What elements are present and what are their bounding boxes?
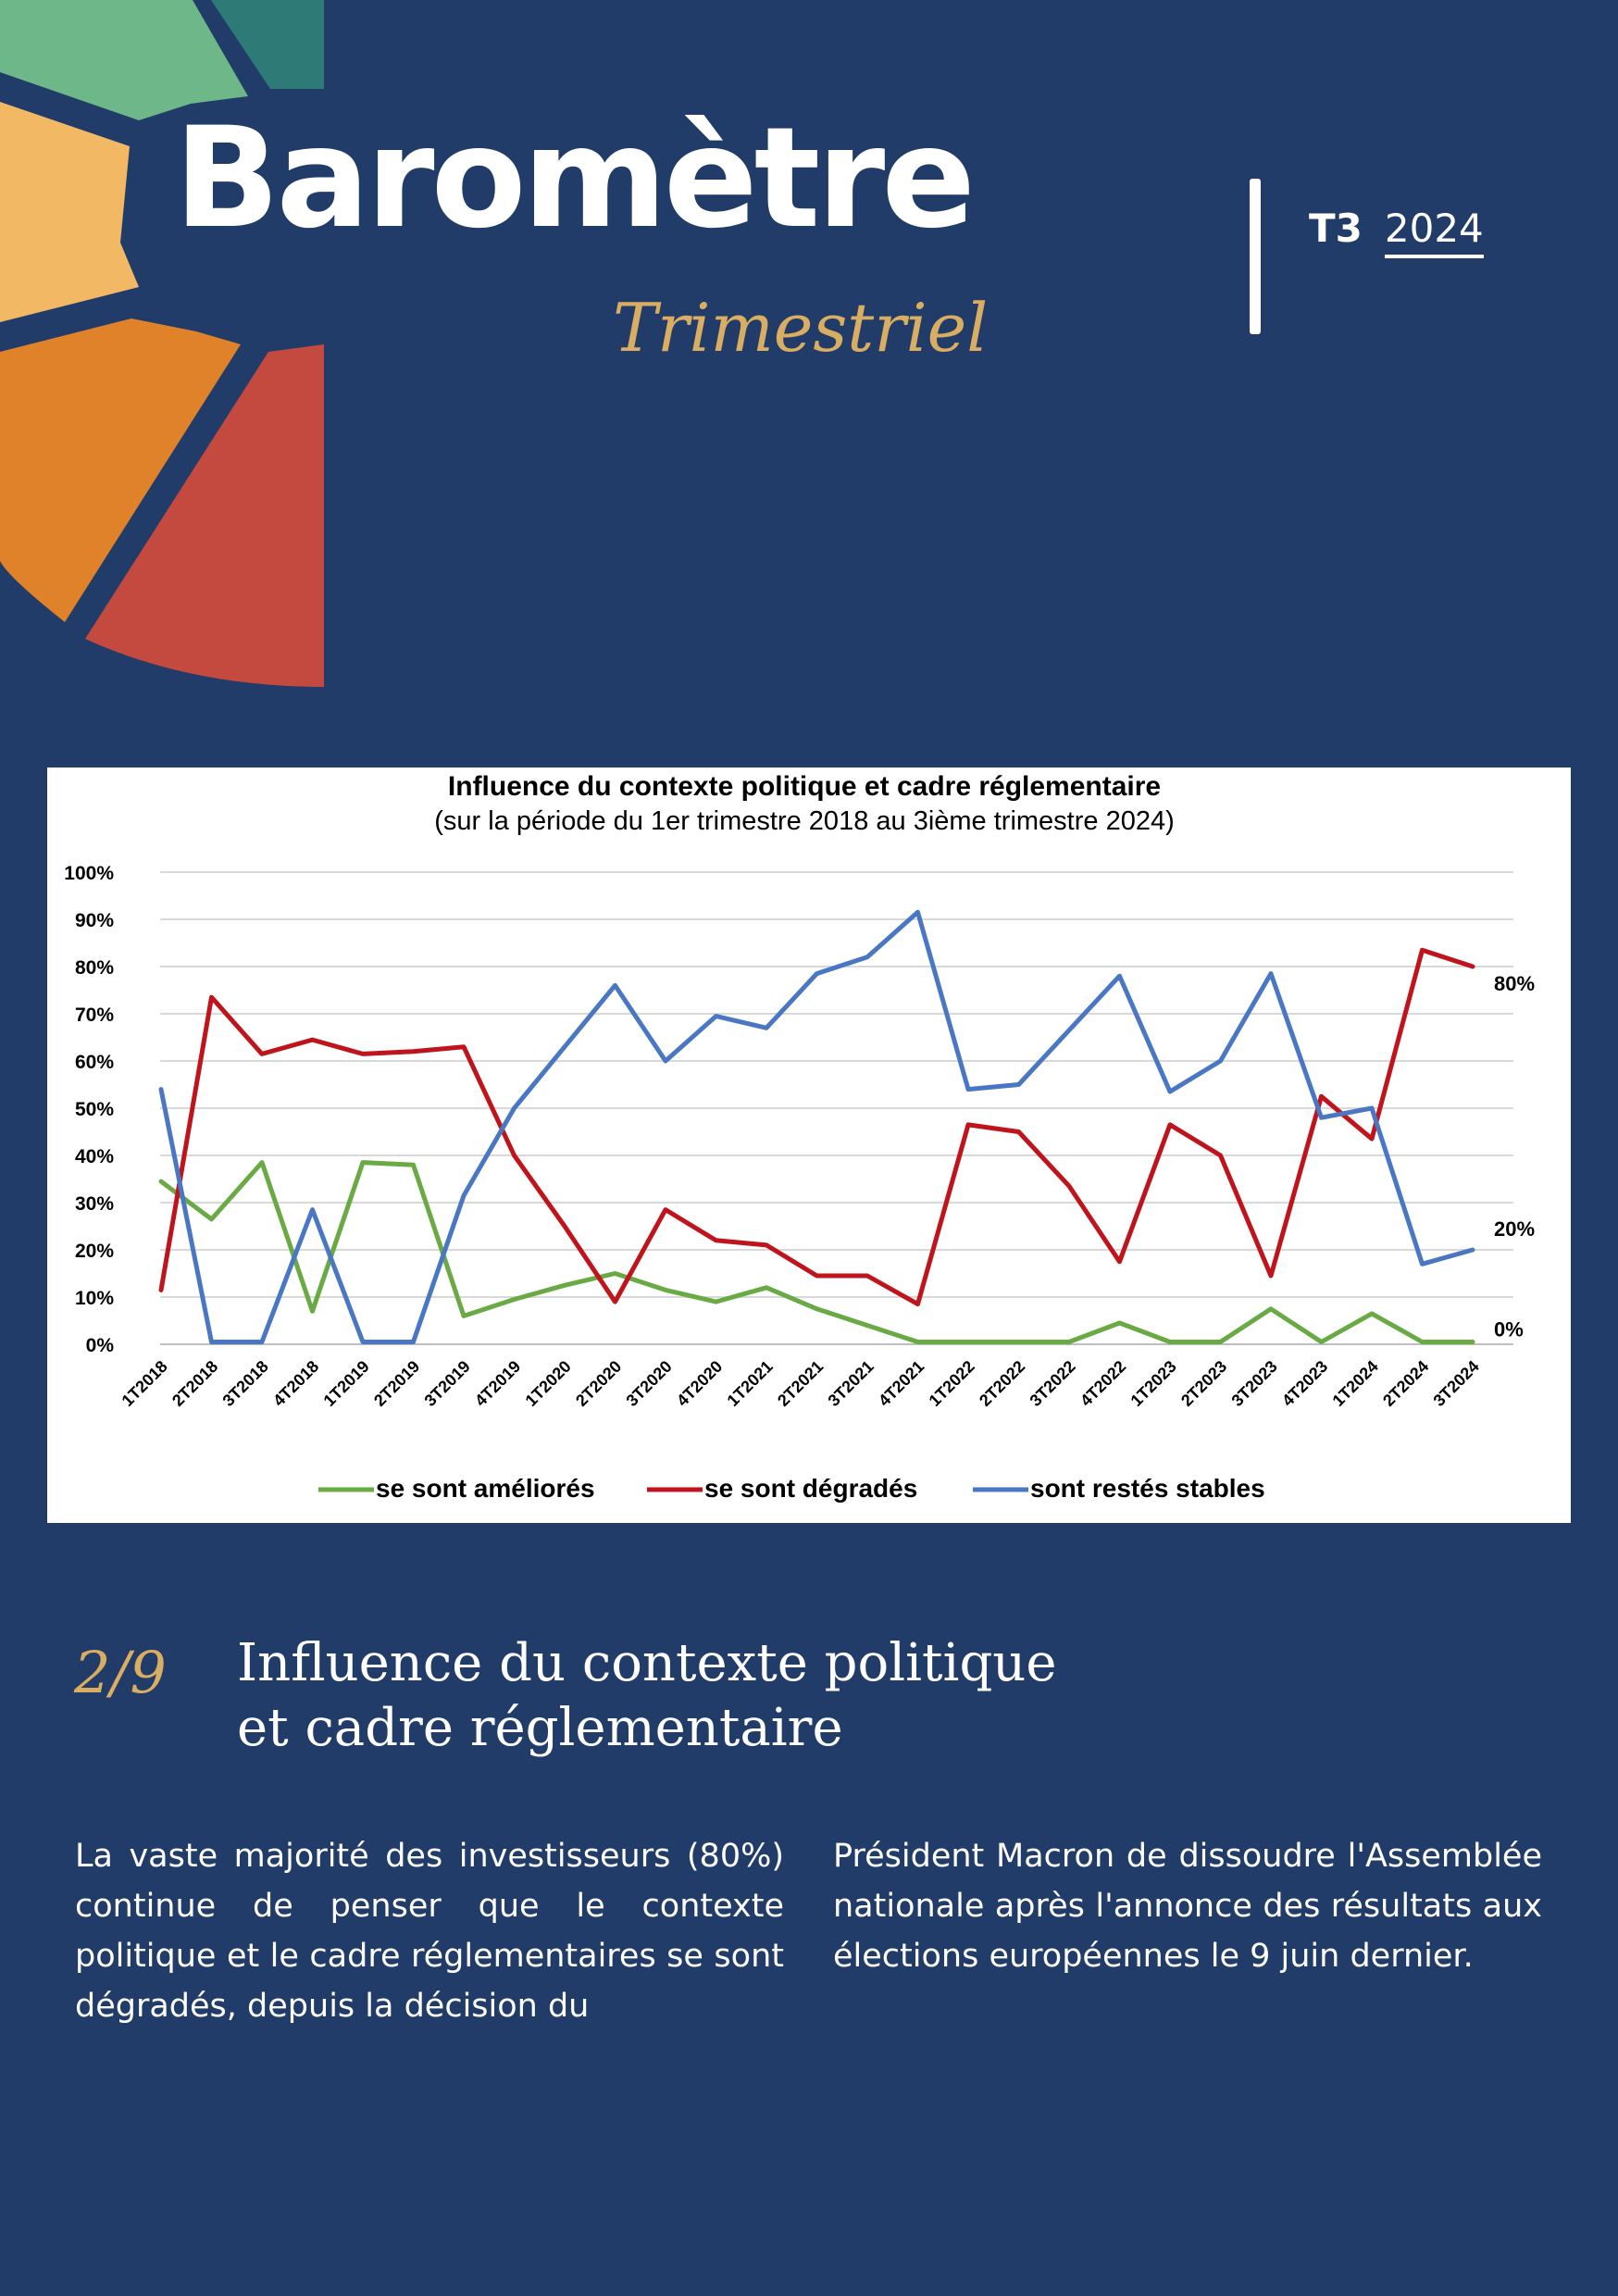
series-line — [158, 1160, 1475, 1344]
petal-red — [85, 344, 324, 687]
x-tick-label: 4T2018 — [269, 1357, 322, 1410]
decorative-petals — [0, 0, 324, 687]
brand-title: Baromètre — [174, 98, 976, 259]
y-tick-label: 90% — [75, 910, 114, 931]
petal-green — [0, 0, 248, 120]
y-axis-ticks: 0% 10% 20% 30% 40% 50% 60% 70% 80% 90% 100% — [64, 863, 114, 1356]
series-end-label: 0% — [1494, 1317, 1524, 1341]
chart-panel: Influence du contexte politique et cadre… — [47, 767, 1571, 1523]
x-tick-label: 2T2023 — [1177, 1357, 1230, 1410]
x-tick-label: 2T2024 — [1379, 1357, 1432, 1410]
x-tick-label: 3T2018 — [219, 1357, 272, 1410]
chart-legend: se sont améliorés se sont dégradés sont re… — [318, 1474, 1265, 1503]
x-tick-label: 2T2018 — [168, 1357, 221, 1410]
legend-label: se sont dégradés — [704, 1474, 917, 1503]
y-tick-label: 80% — [75, 957, 114, 979]
x-tick-label: 4T2019 — [471, 1357, 524, 1410]
petal-orange — [0, 318, 241, 622]
y-tick-label: 70% — [75, 1004, 114, 1026]
chart-series — [158, 909, 1475, 1344]
petal-yellow — [0, 102, 139, 322]
legend-label: se sont améliorés — [376, 1474, 595, 1503]
x-tick-label: 3T2019 — [421, 1357, 474, 1410]
section-title: Influence du contexte politique et cadre… — [237, 1631, 1440, 1761]
x-tick-label: 3T2021 — [825, 1357, 877, 1410]
x-axis-ticks: 1T20182T20183T20184T20181T20192T20193T20… — [118, 1357, 1483, 1410]
y-tick-label: 40% — [75, 1146, 114, 1167]
edition-year: 2024 — [1384, 206, 1484, 258]
x-tick-label: 4T2023 — [1278, 1357, 1331, 1410]
x-tick-label: 1T2024 — [1329, 1357, 1382, 1410]
chart-subtitle: (sur la période du 1er trimestre 2018 au… — [434, 806, 1175, 836]
x-tick-label: 2T2019 — [370, 1357, 423, 1410]
y-tick-label: 100% — [64, 863, 114, 884]
edition-period: T3 2024 — [1309, 206, 1484, 258]
y-tick-label: 10% — [75, 1288, 114, 1309]
x-tick-label: 1T2020 — [522, 1357, 575, 1410]
x-tick-label: 1T2018 — [118, 1357, 171, 1410]
y-tick-label: 0% — [86, 1335, 115, 1356]
x-tick-label: 4T2020 — [673, 1357, 726, 1410]
x-tick-label: 2T2022 — [976, 1357, 1028, 1410]
y-tick-label: 50% — [75, 1099, 114, 1120]
series-end-labels: 0% 80% 20% — [1494, 972, 1535, 1341]
series-line — [158, 947, 1475, 1307]
x-tick-label: 1T2021 — [724, 1357, 777, 1410]
y-tick-label: 60% — [75, 1052, 114, 1073]
section-title-line1: Influence du contexte politique — [237, 1633, 1057, 1693]
x-tick-label: 1T2022 — [926, 1357, 978, 1410]
brand-subtitle: Trimestriel — [613, 289, 989, 367]
x-tick-label: 3T2023 — [1228, 1357, 1281, 1410]
y-tick-label: 30% — [75, 1193, 114, 1215]
section-title-line2: et cadre réglementaire — [237, 1698, 843, 1758]
x-tick-label: 3T2022 — [1027, 1357, 1079, 1410]
edition-quarter: T3 — [1309, 206, 1363, 251]
line-chart: Influence du contexte politique et cadre… — [64, 771, 1535, 1503]
series-line — [158, 909, 1475, 1344]
series-end-label: 20% — [1494, 1217, 1535, 1241]
x-tick-label: 1T2023 — [1127, 1357, 1180, 1410]
y-tick-label: 20% — [75, 1241, 114, 1262]
body-text-right: Président Macron de dissoudre l'Assemblé… — [833, 1838, 1542, 1975]
chart-gridlines — [160, 871, 1513, 1345]
series-end-label: 80% — [1494, 972, 1535, 995]
body-text-left: La vaste majorité des investisseurs (80%… — [75, 1838, 784, 2025]
header-divider — [1250, 179, 1261, 334]
x-tick-label: 3T2020 — [623, 1357, 676, 1410]
legend-label: sont restés stables — [1030, 1474, 1265, 1503]
x-tick-label: 2T2021 — [774, 1357, 827, 1410]
x-tick-label: 1T2019 — [320, 1357, 373, 1410]
chart-title: Influence du contexte politique et cadre… — [448, 771, 1161, 802]
x-tick-label: 2T2020 — [572, 1357, 625, 1410]
x-tick-label: 4T2021 — [875, 1357, 927, 1410]
petal-teal — [211, 0, 324, 89]
x-tick-label: 3T2024 — [1430, 1357, 1483, 1410]
x-tick-label: 4T2022 — [1077, 1357, 1129, 1410]
section-number: 2/9 — [74, 1639, 167, 1706]
